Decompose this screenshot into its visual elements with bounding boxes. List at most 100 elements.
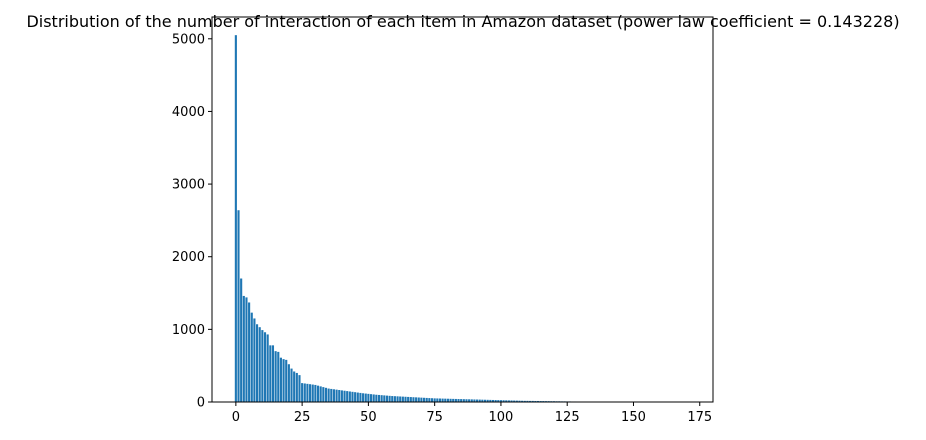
bar bbox=[439, 399, 441, 402]
bar bbox=[304, 383, 306, 402]
bar bbox=[237, 210, 239, 402]
bar bbox=[322, 387, 324, 402]
bar bbox=[389, 396, 391, 402]
bar bbox=[359, 393, 361, 402]
bar bbox=[397, 396, 399, 402]
bar bbox=[370, 394, 372, 402]
plot-frame bbox=[212, 17, 713, 402]
bar bbox=[375, 395, 377, 402]
bar bbox=[407, 397, 409, 402]
bar bbox=[362, 393, 364, 402]
bar bbox=[280, 358, 282, 402]
bar bbox=[391, 396, 393, 402]
bar bbox=[293, 371, 295, 402]
bar bbox=[423, 398, 425, 402]
x-tick-label: 150 bbox=[621, 410, 646, 425]
bar bbox=[269, 345, 271, 402]
bar bbox=[386, 396, 388, 402]
bar bbox=[288, 364, 290, 402]
bar bbox=[320, 386, 322, 402]
bar bbox=[410, 397, 412, 402]
bar bbox=[283, 359, 285, 402]
y-tick-label: 2000 bbox=[172, 250, 205, 265]
bar bbox=[420, 398, 422, 402]
bar bbox=[309, 384, 311, 402]
x-axis: 0 25 50 75 100 125 150 175 bbox=[232, 402, 712, 425]
bar bbox=[261, 330, 263, 402]
bar bbox=[357, 393, 359, 402]
bar bbox=[240, 279, 242, 402]
x-tick-label: 125 bbox=[555, 410, 580, 425]
bar bbox=[436, 398, 438, 402]
bar bbox=[235, 35, 237, 402]
bar bbox=[378, 395, 380, 402]
bar bbox=[444, 399, 446, 402]
bar bbox=[354, 392, 356, 402]
bar bbox=[251, 313, 253, 402]
bar bbox=[412, 397, 414, 402]
x-tick-label: 50 bbox=[360, 410, 377, 425]
x-tick-label: 75 bbox=[426, 410, 443, 425]
bar bbox=[341, 390, 343, 402]
bars-group bbox=[235, 35, 693, 402]
bar bbox=[431, 398, 433, 402]
y-tick-label: 5000 bbox=[172, 32, 205, 47]
bar bbox=[343, 391, 345, 402]
bar bbox=[285, 360, 287, 402]
bar bbox=[426, 398, 428, 402]
bar bbox=[296, 373, 298, 402]
bar bbox=[325, 388, 327, 402]
x-tick-label: 25 bbox=[294, 410, 311, 425]
bar bbox=[306, 384, 308, 402]
bar bbox=[349, 391, 351, 402]
bar bbox=[428, 398, 430, 402]
bar bbox=[346, 391, 348, 402]
y-axis: 0 1000 2000 3000 4000 5000 bbox=[172, 32, 212, 410]
bar bbox=[333, 389, 335, 402]
bar bbox=[275, 351, 277, 402]
bar bbox=[404, 397, 406, 402]
bar bbox=[277, 352, 279, 402]
x-tick-label: 100 bbox=[489, 410, 514, 425]
bar bbox=[402, 397, 404, 402]
bar bbox=[351, 392, 353, 402]
bar bbox=[442, 399, 444, 402]
y-tick-label: 0 bbox=[197, 396, 205, 411]
chart-title: Distribution of the number of interactio… bbox=[26, 12, 899, 31]
bar bbox=[301, 383, 303, 402]
bar bbox=[367, 394, 369, 402]
bar bbox=[267, 334, 269, 402]
bar bbox=[434, 398, 436, 402]
x-tick-label: 0 bbox=[232, 410, 240, 425]
y-tick-label: 3000 bbox=[172, 178, 205, 193]
bar bbox=[418, 398, 420, 403]
y-tick-label: 4000 bbox=[172, 105, 205, 120]
bar bbox=[394, 396, 396, 402]
bar bbox=[338, 390, 340, 402]
bar bbox=[298, 375, 300, 402]
y-tick-label: 1000 bbox=[172, 323, 205, 338]
bar bbox=[415, 397, 417, 402]
bar bbox=[399, 396, 401, 402]
bar bbox=[381, 395, 383, 402]
bar bbox=[317, 386, 319, 402]
bar bbox=[336, 390, 338, 402]
bar bbox=[330, 389, 332, 402]
bar bbox=[290, 369, 292, 402]
bar bbox=[312, 385, 314, 402]
bar bbox=[365, 394, 367, 402]
bar bbox=[272, 345, 274, 402]
bar bbox=[245, 297, 247, 402]
x-tick-label: 175 bbox=[687, 410, 712, 425]
bar bbox=[264, 332, 266, 402]
bar bbox=[253, 318, 255, 402]
bar bbox=[328, 389, 330, 402]
bar bbox=[259, 327, 261, 402]
bar bbox=[243, 296, 245, 402]
bar bbox=[314, 385, 316, 402]
bar bbox=[373, 394, 375, 402]
bar bbox=[383, 395, 385, 402]
bar bbox=[248, 302, 250, 402]
